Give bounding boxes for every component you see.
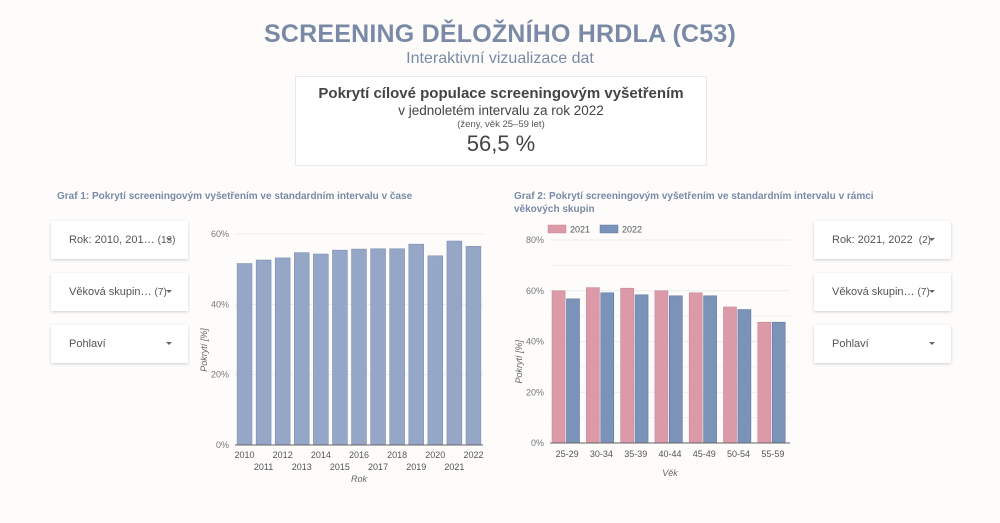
bar-2016[interactable] <box>351 248 367 446</box>
y-tick-label: 20% <box>526 387 544 397</box>
bar-2011[interactable] <box>255 259 272 446</box>
x-tick-label: 25-29 <box>556 449 579 459</box>
bar-40-44-2021[interactable] <box>654 290 669 444</box>
x-tick-label: 2011 <box>254 462 273 472</box>
graf1-year-filter[interactable]: Rok: 2010, 201… (13) <box>51 221 188 259</box>
x-tick-label: 30-34 <box>590 449 613 459</box>
legend-swatch-2021 <box>547 224 567 234</box>
bar-2018[interactable] <box>389 248 405 446</box>
bar-50-54-2021[interactable] <box>723 306 737 444</box>
filter-count: (2) <box>918 234 931 246</box>
x-tick-label: 2022 <box>463 450 483 460</box>
x-tick-label: 2020 <box>425 450 445 460</box>
bar-2010[interactable] <box>236 263 253 446</box>
x-tick-label: 40-44 <box>658 449 681 459</box>
x-tick-label: 2013 <box>292 462 312 472</box>
kpi-line2: (ženy, věk 25–59 let) <box>457 119 545 130</box>
bar-2020[interactable] <box>427 255 444 446</box>
bar-2014[interactable] <box>313 253 329 446</box>
y-tick-label: 40% <box>526 337 544 347</box>
graf2-title-line1: Graf 2: Pokrytí screeningovým vyšetřením… <box>514 191 874 202</box>
graf2-year-filter[interactable]: Rok: 2021, 2022 (2) <box>814 221 951 259</box>
kpi-line1: v jednoletém intervalu za rok 2022 <box>398 103 604 118</box>
filter-count: (7) <box>154 286 167 298</box>
bar-30-34-2021[interactable] <box>586 287 600 444</box>
filter-label: Věková skupin… <box>832 286 915 298</box>
graf2-age-filter[interactable]: Věková skupin… (7) <box>814 273 951 311</box>
y-tick-label: 40% <box>211 299 229 309</box>
y-tick-label: 0% <box>531 438 544 448</box>
filter-label: Pohlaví <box>832 338 869 350</box>
x-tick-label: 2012 <box>273 450 293 460</box>
bar-45-49-2021[interactable] <box>688 292 703 444</box>
kpi-card: Pokrytí cílové populace screeningovým vy… <box>295 76 707 166</box>
kpi-heading: Pokrytí cílové populace screeningovým vy… <box>318 85 684 102</box>
x-tick-label: 35-39 <box>624 449 647 459</box>
caret-down-icon <box>929 290 935 293</box>
x-tick-label: 45-49 <box>693 449 716 459</box>
x-tick-label: 2019 <box>406 462 426 472</box>
page-subtitle: Interaktivní vizualizace dat <box>406 50 594 67</box>
caret-down-icon <box>929 342 935 345</box>
x-tick-label: 2016 <box>349 450 369 460</box>
caret-down-icon <box>929 238 935 241</box>
bar-2012[interactable] <box>274 257 291 446</box>
x-tick-label: 2017 <box>368 462 388 472</box>
filter-label: Rok: 2021, 2022 <box>832 234 913 246</box>
filter-count: (7) <box>917 286 930 298</box>
legend-label[interactable]: 2022 <box>622 225 642 235</box>
bar-2013[interactable] <box>294 252 310 446</box>
bar-35-39-2021[interactable] <box>620 287 634 444</box>
x-tick-label: 2018 <box>387 450 407 460</box>
x-axis-title: Rok <box>351 474 368 484</box>
y-tick-label: 80% <box>526 235 544 245</box>
caret-down-icon <box>166 290 172 293</box>
page-title: SCREENING DĚLOŽNÍHO HRDLA (C53) <box>264 20 736 48</box>
x-tick-label: 2010 <box>235 450 255 460</box>
bar-55-59-2022[interactable] <box>771 321 786 444</box>
x-tick-label: 2015 <box>330 462 350 472</box>
filter-label: Pohlaví <box>69 338 106 350</box>
bar-2022[interactable] <box>465 246 482 446</box>
x-tick-label: 2021 <box>444 462 464 472</box>
kpi-value: 56,5 % <box>466 131 536 156</box>
bar-25-29-2021[interactable] <box>551 290 566 444</box>
caret-down-icon <box>166 238 172 241</box>
graf2-title: Graf 2: Pokrytí screeningovým vyšetřením… <box>514 190 874 216</box>
graf2-chart: 2021 2022 0% 20% 40% 60% 80% 25-29 30-34 35-39 40-… <box>514 224 790 478</box>
bar-55-59-2021[interactable] <box>757 321 772 444</box>
bar-30-34-2022[interactable] <box>600 292 615 444</box>
x-tick-label: 2014 <box>311 450 331 460</box>
y-axis-title: Pokrytí [%] <box>514 340 524 384</box>
filter-label: Věková skupin… <box>69 286 152 298</box>
graf1-title: Graf 1: Pokrytí screeningovým vyšetřením… <box>57 191 413 202</box>
x-tick-label: 50-54 <box>727 449 750 459</box>
bar-2019[interactable] <box>408 243 424 446</box>
legend-label[interactable]: 2021 <box>570 225 590 235</box>
bar-25-29-2022[interactable] <box>566 298 580 444</box>
y-tick-label: 60% <box>526 286 544 296</box>
y-axis-title: Pokrytí [%] <box>199 328 209 372</box>
bar-2021[interactable] <box>446 240 463 446</box>
bar-2015[interactable] <box>332 249 348 446</box>
x-tick-label: 55-59 <box>761 449 784 459</box>
graf2-title-line2: věkových skupin <box>514 204 595 215</box>
filter-label: Rok: 2010, 201… <box>69 234 155 246</box>
graf2-sex-filter[interactable]: Pohlaví <box>814 325 951 363</box>
graf1-sex-filter[interactable]: Pohlaví <box>51 325 188 363</box>
y-tick-label: 60% <box>211 229 229 239</box>
legend-swatch-2022 <box>599 224 619 234</box>
caret-down-icon <box>166 342 172 345</box>
bar-45-49-2022[interactable] <box>703 295 717 444</box>
graf1-age-filter[interactable]: Věková skupin… (7) <box>51 273 188 311</box>
bar-40-44-2022[interactable] <box>669 295 683 444</box>
bar-2017[interactable] <box>370 248 386 446</box>
bar-50-54-2022[interactable] <box>737 309 752 444</box>
y-tick-label: 0% <box>216 440 229 450</box>
y-tick-label: 20% <box>211 370 229 380</box>
x-axis-title: Věk <box>662 468 678 478</box>
bar-35-39-2022[interactable] <box>634 294 649 444</box>
